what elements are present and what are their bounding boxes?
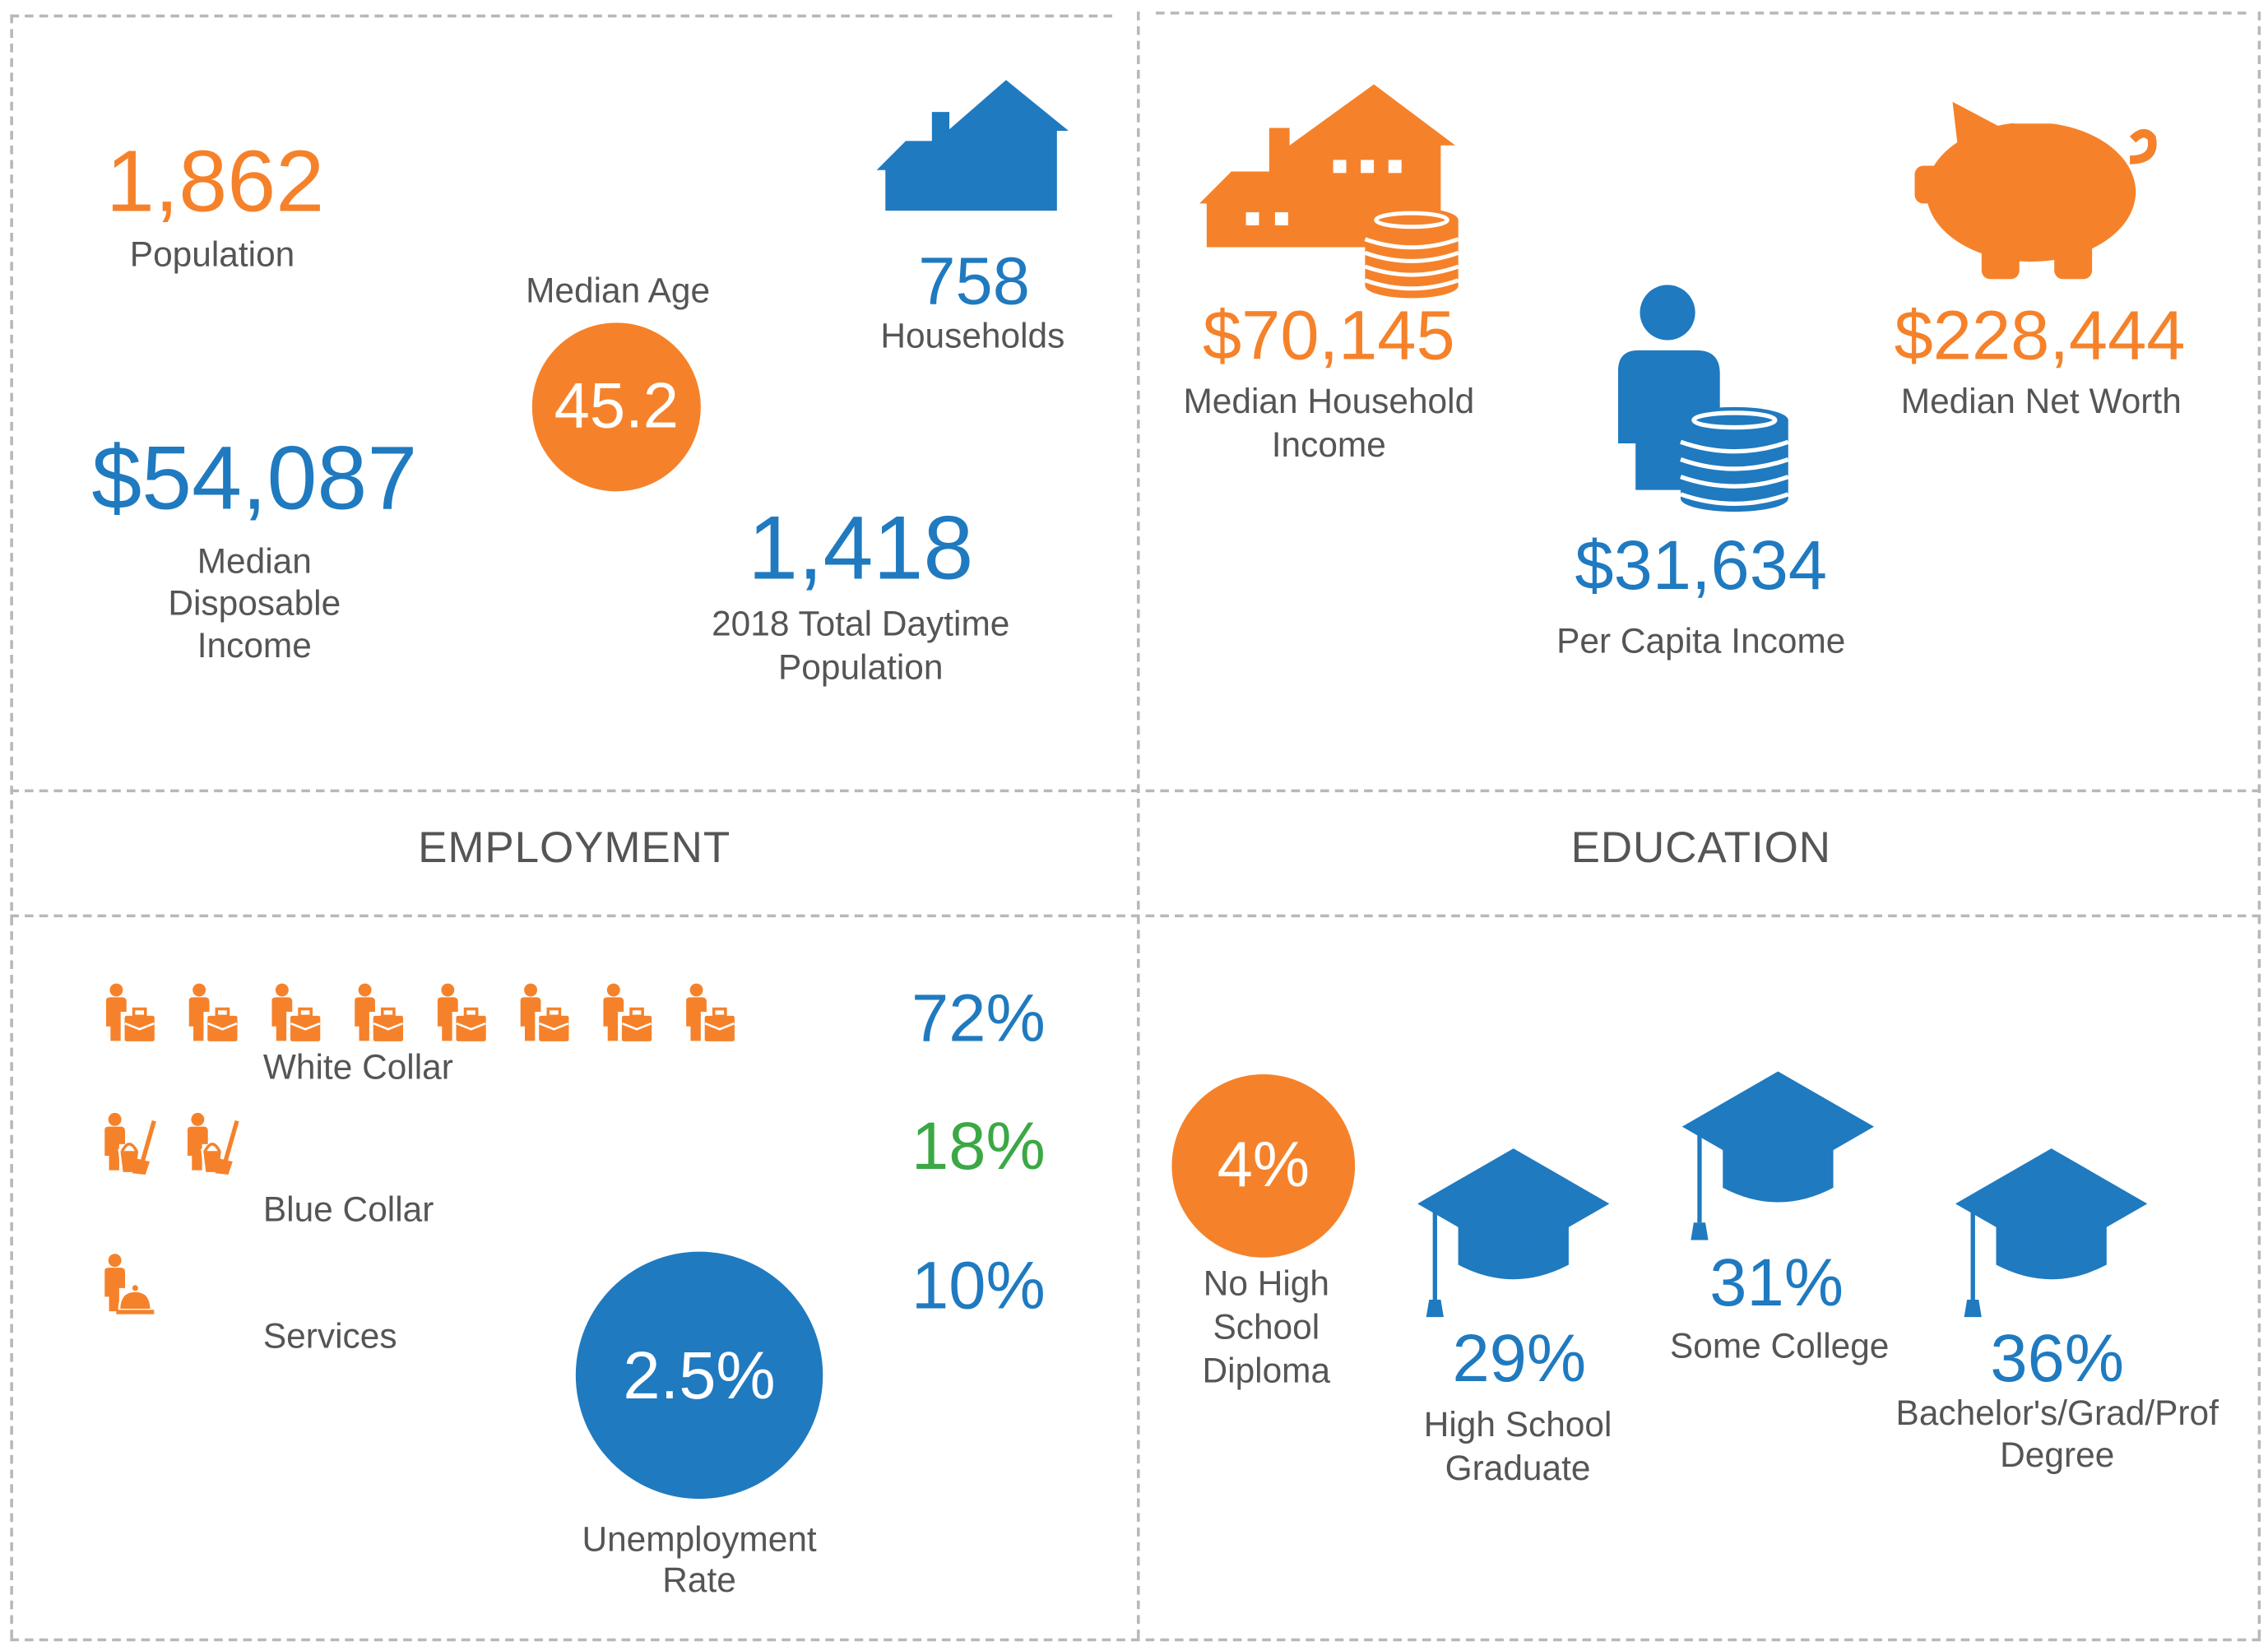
population-label: Population [129, 235, 295, 276]
white-collar-worker-icon [434, 983, 492, 1047]
services-label: Services [262, 1317, 397, 1356]
per-capita-income-value: $31,634 [1575, 527, 1828, 605]
no-high-school-label: Diploma [1202, 1352, 1331, 1392]
households-value: 758 [918, 243, 1030, 319]
employment-heading: EMPLOYMENT [418, 824, 731, 873]
white-collar-label: White Collar [262, 1048, 453, 1087]
blue-collar-label: Blue Collar [262, 1190, 434, 1231]
white-collar-worker-icon [267, 983, 326, 1047]
unemployment-label: Rate [662, 1561, 736, 1601]
education-heading: EDUCATION [1570, 824, 1831, 873]
blue-collar-worker-icon [184, 1112, 243, 1176]
graduation-cap-icon [1955, 1148, 2147, 1323]
white-collar-worker-icon [682, 983, 740, 1047]
house-coins-icon [1199, 84, 1461, 300]
person-coins-icon [1618, 285, 1789, 512]
median-net-worth-value: $228,444 [1894, 298, 2186, 375]
services-percent: 10% [911, 1247, 1046, 1324]
white-collar-worker-icon [184, 983, 243, 1047]
unemployment-badge: 2.5% [575, 1251, 823, 1500]
piggy-bank-icon [1914, 101, 2157, 280]
median-disposable-income-value: $54,087 [91, 429, 418, 530]
median-age-value: 45.2 [554, 370, 679, 443]
divider [10, 914, 2261, 918]
bachelors-label: Degree [2000, 1436, 2115, 1476]
no-high-school-badge: 4% [1171, 1074, 1356, 1258]
median-disposable-income-label: Median [197, 542, 312, 582]
population-value: 1,862 [105, 132, 325, 230]
blue-collar-percent: 18% [911, 1107, 1046, 1184]
daytime-population-value: 1,418 [748, 498, 974, 600]
median-disposable-income-label: Disposable [168, 584, 341, 624]
median-household-income-value: $70,145 [1202, 298, 1455, 375]
white-collar-worker-icon [350, 983, 409, 1047]
some-college-value: 31% [1709, 1244, 1844, 1320]
households-label: Households [880, 317, 1065, 356]
divider [2257, 12, 2261, 1639]
median-net-worth-label: Median Net Worth [1900, 382, 2182, 422]
divider [1156, 12, 2247, 15]
per-capita-income-label: Per Capita Income [1556, 622, 1846, 662]
blue-collar-worker-icon [102, 1112, 160, 1176]
white-collar-percent: 72% [911, 980, 1046, 1056]
daytime-population-label: 2018 Total Daytime [712, 605, 1010, 644]
bachelors-label: Bachelor's/Grad/Prof [1895, 1393, 2219, 1434]
high-school-label: High School [1423, 1405, 1612, 1445]
high-school-label: Graduate [1445, 1449, 1591, 1489]
no-high-school-label: School [1213, 1308, 1320, 1348]
divider [10, 1638, 2261, 1642]
graduation-cap-icon [1417, 1148, 1609, 1323]
services-worker-icon [102, 1253, 160, 1317]
no-high-school-value: 4% [1217, 1129, 1310, 1201]
white-collar-worker-icon [599, 983, 657, 1047]
daytime-population-label: Population [778, 648, 944, 688]
white-collar-worker-icon [102, 983, 160, 1047]
house-icon [876, 80, 1069, 211]
graduation-cap-icon [1682, 1072, 1874, 1246]
divider [10, 789, 2261, 793]
median-disposable-income-label: Income [197, 626, 312, 666]
median-age-badge: 45.2 [531, 322, 701, 492]
white-collar-worker-icon [516, 983, 574, 1047]
some-college-label: Some College [1669, 1327, 1890, 1367]
median-household-income-label: Median Household [1183, 382, 1475, 422]
unemployment-value: 2.5% [623, 1337, 776, 1413]
bachelors-value: 36% [1990, 1319, 2125, 1396]
unemployment-label: Unemployment [582, 1520, 817, 1560]
no-high-school-label: No High [1203, 1264, 1329, 1305]
median-age-label: Median Age [526, 271, 711, 312]
divider [1137, 12, 1140, 1639]
high-school-value: 29% [1452, 1319, 1587, 1396]
divider [10, 14, 13, 1639]
median-household-income-label: Income [1271, 425, 1386, 466]
divider [10, 14, 1112, 18]
